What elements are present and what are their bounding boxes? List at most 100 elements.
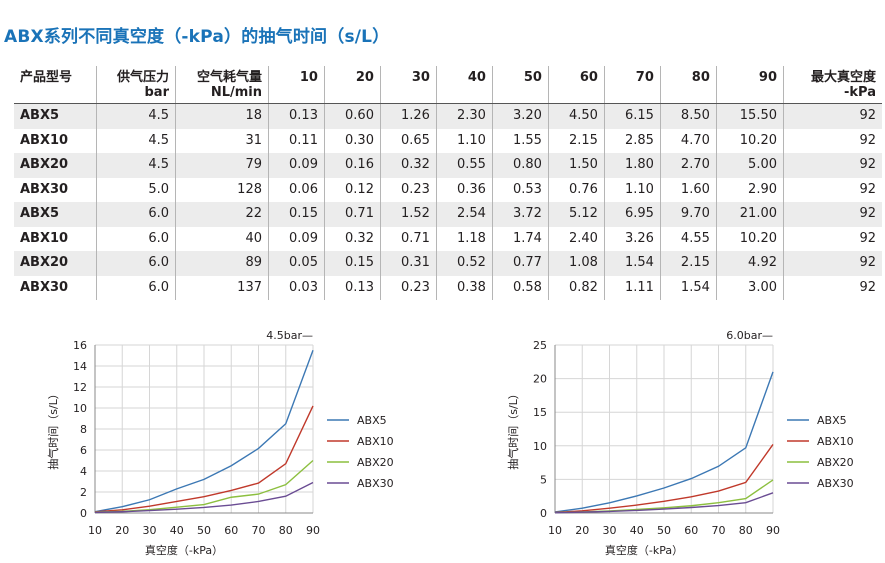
table-cell: 89 <box>175 251 269 276</box>
chart-4-5bar-svg: 10 20 30 40 50 60 70 80 90 0 2 4 6 8 10 12 14 16 4.5bar— 真空… <box>46 329 394 557</box>
spec-table: 产品型号 供气压力 bar 空气耗气量 NL/min 10 20 30 40 50 … <box>14 66 882 300</box>
table-cell: 0.53 <box>491 177 549 202</box>
table-cell: 2.85 <box>603 128 661 153</box>
table-cell: 92 <box>783 251 882 276</box>
table-cell: ABX5 <box>14 202 97 227</box>
table-cell: 92 <box>783 103 882 129</box>
x-tick-label: 70 <box>252 524 266 537</box>
table-cell: 92 <box>783 153 882 178</box>
x-tick-label: 70 <box>712 524 726 537</box>
table-cell: 10.20 <box>715 226 784 251</box>
table-row: ABX30 5.0 128 0.06 0.12 0.23 0.36 0.53 0.76 1.10 1… <box>14 177 882 202</box>
table-cell: 1.18 <box>435 226 493 251</box>
chart-title: 6.0bar— <box>726 329 773 342</box>
table-cell: 1.60 <box>659 177 717 202</box>
y-tick-label: 6 <box>80 444 87 457</box>
y-tick-label: 10 <box>533 440 547 453</box>
table-cell: 0.23 <box>379 275 437 300</box>
y-tick-label: 12 <box>73 381 87 394</box>
table-cell: 1.08 <box>547 251 605 276</box>
table-cell: 8.50 <box>659 103 717 129</box>
table-cell: 4.5 <box>96 153 176 178</box>
table-cell: 6.0 <box>96 202 176 227</box>
header-vac-40: 40 <box>435 66 493 104</box>
header-vac-30: 30 <box>379 66 437 104</box>
x-tick-label: 60 <box>684 524 698 537</box>
table-cell: 0.58 <box>491 275 549 300</box>
table-row: ABX5 4.5 18 0.13 0.60 1.26 2.30 3.20 4.50 6.15 8.5… <box>14 103 882 129</box>
table-cell: ABX10 <box>14 128 97 153</box>
y-tick-label: 8 <box>80 423 87 436</box>
table-cell: 0.15 <box>323 251 381 276</box>
y-tick-label: 16 <box>73 339 87 352</box>
y-tick-label: 10 <box>73 402 87 415</box>
legend-label: ABX10 <box>817 435 854 448</box>
table-cell: 79 <box>175 153 269 178</box>
legend-label: ABX5 <box>357 414 387 427</box>
table-cell: 1.52 <box>379 202 437 227</box>
y-tick-label: 4 <box>80 465 87 478</box>
table-cell: 40 <box>175 226 269 251</box>
header-vac-10: 10 <box>268 66 325 104</box>
table-cell: 0.38 <box>435 275 493 300</box>
table-cell: 2.15 <box>659 251 717 276</box>
header-model: 产品型号 <box>14 66 97 104</box>
table-cell: 2.30 <box>435 103 493 129</box>
table-body: ABX5 4.5 18 0.13 0.60 1.26 2.30 3.20 4.50 6.15 8.5… <box>14 103 882 300</box>
table-cell: 0.77 <box>491 251 549 276</box>
table-cell: 1.54 <box>659 275 717 300</box>
table-cell: 92 <box>783 128 882 153</box>
table-cell: 1.26 <box>379 103 437 129</box>
x-axis-label: 真空度（-kPa） <box>605 543 683 557</box>
table-cell: 0.12 <box>323 177 381 202</box>
table-cell: 0.06 <box>268 177 325 202</box>
table-cell: 0.65 <box>379 128 437 153</box>
header-air-consumption: 空气耗气量 NL/min <box>175 66 269 104</box>
chart-4-5bar: 10 20 30 40 50 60 70 80 90 0 2 4 6 8 10 12 14 16 4.5bar— 真空… <box>40 318 410 563</box>
x-tick-label: 40 <box>170 524 184 537</box>
table-cell: ABX30 <box>14 275 97 300</box>
table-cell: 92 <box>783 226 882 251</box>
x-tick-label: 30 <box>603 524 617 537</box>
table-cell: 4.50 <box>547 103 605 129</box>
table-cell: 1.74 <box>491 226 549 251</box>
x-tick-label: 90 <box>766 524 780 537</box>
table-cell: 6.0 <box>96 226 176 251</box>
table-row: ABX10 4.5 31 0.11 0.30 0.65 1.10 1.55 2.15 2.85 4.… <box>14 128 882 153</box>
table-cell: 1.55 <box>491 128 549 153</box>
table-cell: 92 <box>783 177 882 202</box>
table-cell: 4.92 <box>715 251 784 276</box>
y-axis-label: 抽气时间（s/L） <box>46 388 60 470</box>
table-cell: 6.95 <box>603 202 661 227</box>
table-cell: 0.32 <box>323 226 381 251</box>
header-vac-50: 50 <box>491 66 549 104</box>
series-line-abx30 <box>94 481 314 514</box>
x-tick-label: 20 <box>575 524 589 537</box>
legend-label: ABX30 <box>357 477 394 490</box>
table-cell: 0.09 <box>268 226 325 251</box>
table-cell: 0.32 <box>379 153 437 178</box>
legend-label: ABX20 <box>817 456 854 469</box>
table-cell: 4.5 <box>96 128 176 153</box>
x-tick-label: 20 <box>115 524 129 537</box>
header-vac-20: 20 <box>323 66 381 104</box>
table-cell: 137 <box>175 275 269 300</box>
table-cell: ABX10 <box>14 226 97 251</box>
table-cell: 0.71 <box>323 202 381 227</box>
table-cell: ABX20 <box>14 251 97 276</box>
table-cell: 21.00 <box>715 202 784 227</box>
table-cell: 2.90 <box>715 177 784 202</box>
table-cell: 0.82 <box>547 275 605 300</box>
y-tick-label: 25 <box>533 339 547 352</box>
x-tick-label: 10 <box>88 524 102 537</box>
table-cell: 3.20 <box>491 103 549 129</box>
table-cell: 3.72 <box>491 202 549 227</box>
header-vac-60: 60 <box>547 66 605 104</box>
x-tick-label: 50 <box>197 524 211 537</box>
table-cell: 0.13 <box>268 103 325 129</box>
table-row: ABX10 6.0 40 0.09 0.32 0.71 1.18 1.74 2.40 3.26 4.… <box>14 226 882 251</box>
table-cell: 9.70 <box>659 202 717 227</box>
table-cell: 15.50 <box>715 103 784 129</box>
y-tick-label: 15 <box>533 406 547 419</box>
y-tick-label: 0 <box>540 507 547 520</box>
